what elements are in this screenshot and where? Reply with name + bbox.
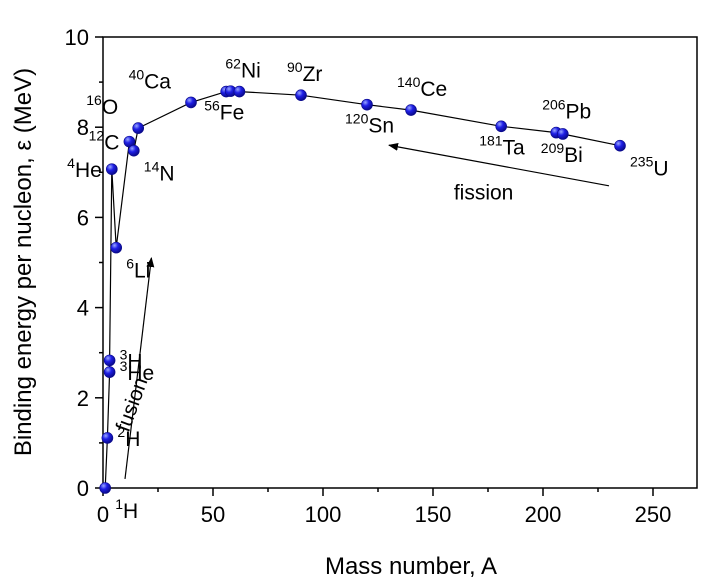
series-line-group xyxy=(104,90,621,489)
nuclide-label: 4He xyxy=(67,155,102,182)
series-line xyxy=(104,90,621,489)
axis-ticks: 0 50 100 150 200 250 0 2 4 6 8 10 xyxy=(65,25,672,527)
x-axis-title: Mass number, A xyxy=(325,553,497,580)
nuclide-label: 62Ni xyxy=(225,56,260,83)
annotation-arrow xyxy=(124,256,155,480)
annotation-label: fission xyxy=(454,181,514,204)
x-tick-label: 250 xyxy=(635,502,672,527)
data-point xyxy=(405,104,417,116)
x-tick-label: 100 xyxy=(305,502,342,527)
data-point xyxy=(295,89,307,101)
y-tick-label: 10 xyxy=(65,25,89,50)
data-point xyxy=(556,128,569,140)
nuclide-label: 14N xyxy=(144,159,175,186)
data-point xyxy=(103,354,116,367)
x-tick-label: 200 xyxy=(525,502,562,527)
data-markers xyxy=(99,85,626,494)
x-tick-label: 150 xyxy=(415,502,452,527)
y-tick-label: 4 xyxy=(77,296,89,321)
x-tick-label: 0 xyxy=(97,502,109,527)
nuclide-label: 181Ta xyxy=(479,132,525,159)
nuclide-label: 12C xyxy=(89,128,120,155)
nuclide-label: 40Ca xyxy=(129,66,172,93)
y-tick-label: 2 xyxy=(77,386,89,411)
data-point xyxy=(99,482,111,494)
annotation-arrow xyxy=(388,142,610,187)
nuclide-label: 16O xyxy=(86,92,118,119)
nuclide-label: 235U xyxy=(630,154,669,181)
nuclide-label: 3He xyxy=(120,358,155,385)
data-point xyxy=(132,122,144,134)
nuclide-label: 3H xyxy=(120,346,143,373)
data-point xyxy=(103,366,116,378)
data-point xyxy=(128,144,140,157)
y-tick-label: 6 xyxy=(77,205,89,230)
data-point xyxy=(614,139,626,152)
nuclide-label: 90Zr xyxy=(287,59,322,86)
data-point xyxy=(233,85,246,98)
x-tick-label: 50 xyxy=(201,502,225,527)
nuclide-label: 206Pb xyxy=(542,97,591,124)
nuclide-label: 1H xyxy=(115,496,138,523)
nuclide-label: 6Li xyxy=(126,256,150,283)
nuclide-label: 140Ce xyxy=(397,74,447,101)
data-point xyxy=(495,120,508,133)
nuclide-label: 209Bi xyxy=(541,140,583,167)
y-axis-title: Binding energy per nucleon, ε (MeV) xyxy=(10,68,37,456)
data-point xyxy=(101,432,114,444)
y-tick-label: 8 xyxy=(77,115,89,140)
data-point xyxy=(361,98,373,111)
nuclide-label: 2H xyxy=(117,424,140,451)
nuclide-label: 120Sn xyxy=(345,111,394,138)
data-point xyxy=(106,163,118,175)
nuclide-label: 56Fe xyxy=(204,98,244,125)
data-point xyxy=(110,241,122,254)
data-point xyxy=(185,96,197,109)
y-tick-label: 0 xyxy=(77,476,89,501)
